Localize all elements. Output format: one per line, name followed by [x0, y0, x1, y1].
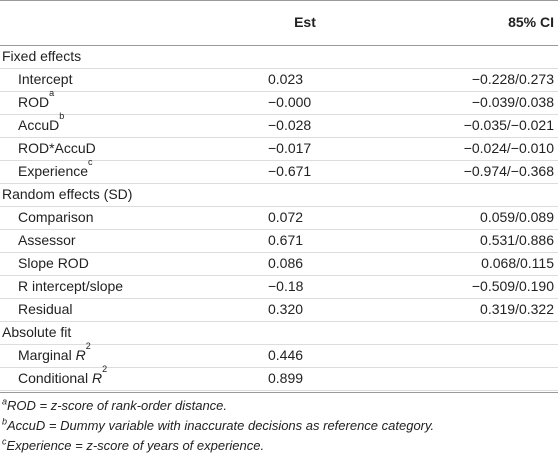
est-cell: 0.023 [268, 71, 304, 87]
label-text: Experience [18, 163, 89, 179]
ci-cell: 0.068/0.115 [481, 255, 554, 271]
label-text: Residual [18, 301, 73, 317]
label-sup: 2 [102, 364, 108, 375]
label-text: Marginal [18, 347, 72, 363]
header-cell: Est [294, 14, 316, 30]
data-row: Experiencec −0.671 −0.974/−0.368 [0, 157, 558, 184]
row-label: Conditional R2 [18, 364, 108, 390]
ci-cell: −0.039/0.038 [471, 94, 554, 110]
est-cell: 0.320 [268, 301, 304, 317]
label-text: Assessor [18, 232, 76, 248]
footnote-sup: a [2, 396, 8, 407]
footnote-sup: c [2, 436, 7, 447]
section-row: Fixed effects [0, 45, 558, 69]
row-label: RODa [18, 88, 55, 114]
label-text: R intercept/slope [18, 278, 124, 294]
label-italic: R [91, 370, 103, 386]
section-title: Absolute fit [2, 324, 72, 340]
footnote-text: AccuD = Dummy variable with inaccurate d… [7, 418, 435, 433]
header-row: Est 85% CI [0, 0, 558, 46]
data-row: Assessor 0.671 0.531/0.886 [0, 229, 558, 253]
row-label: R intercept/slope [18, 275, 123, 298]
data-row: RODa −0.000 −0.039/0.038 [0, 88, 558, 115]
data-row: ROD*AccuD −0.017 −0.024/−0.010 [0, 137, 558, 161]
label-text: Comparison [18, 209, 94, 225]
data-row: Marginal R2 0.446 [0, 341, 558, 368]
label-text: Slope ROD [18, 255, 89, 271]
bottom-rule [0, 392, 558, 393]
est-cell: −0.000 [268, 94, 312, 110]
est-cell: 0.671 [268, 232, 304, 248]
est-cell: −0.18 [268, 278, 304, 294]
row-label: AccuDb [18, 111, 65, 137]
footnote-text: Experience = z-score of years of experie… [6, 438, 265, 453]
label-text: Conditional [18, 370, 89, 386]
est-cell: −0.028 [268, 117, 312, 133]
ci-cell: −0.974/−0.368 [463, 163, 554, 179]
footnote: cExperience = z-score of years of experi… [2, 436, 265, 453]
footnote: bAccuD = Dummy variable with inaccurate … [2, 416, 435, 433]
ci-cell: 0.531/0.886 [480, 232, 554, 248]
row-label: Experiencec [18, 157, 93, 183]
est-cell: 0.072 [268, 209, 304, 225]
row-label: Assessor [18, 229, 76, 252]
section-title: Fixed effects [2, 48, 82, 64]
label-text: ROD [18, 94, 50, 110]
data-row: AccuDb −0.028 −0.035/−0.021 [0, 111, 558, 138]
footnote-sup: b [2, 416, 8, 427]
est-cell: 0.086 [268, 255, 304, 271]
label-sup: c [88, 157, 93, 168]
data-row: R intercept/slope −0.18 −0.509/0.190 [0, 275, 558, 299]
label-text: AccuD [18, 117, 60, 133]
footnote-text: ROD = z-score of rank-order distance. [7, 398, 228, 413]
ci-cell: −0.024/−0.010 [463, 140, 554, 156]
data-row: Slope ROD 0.086 0.068/0.115 [0, 252, 558, 276]
row-label: ROD*AccuD [18, 137, 96, 160]
data-row: Intercept 0.023 −0.228/0.273 [0, 68, 558, 92]
section-row: Random effects (SD) [0, 183, 558, 207]
data-row: Residual 0.320 0.319/0.322 [0, 298, 558, 322]
label-sup: a [49, 88, 55, 99]
ci-cell: 0.319/0.322 [480, 301, 554, 317]
est-cell: 0.446 [268, 347, 304, 363]
label-text: ROD*AccuD [18, 140, 96, 156]
section-title: Random effects (SD) [2, 186, 133, 202]
row-label: Comparison [18, 206, 93, 229]
row-label: Residual [18, 298, 72, 321]
data-row: Comparison 0.072 0.059/0.089 [0, 206, 558, 230]
label-sup: b [59, 111, 65, 122]
est-cell: −0.017 [268, 140, 312, 156]
label-sup: 2 [85, 341, 91, 352]
label-italic: R [75, 347, 86, 363]
ci-cell: 0.059/0.089 [480, 209, 554, 225]
row-label: Slope ROD [18, 252, 89, 275]
row-label: Intercept [18, 68, 72, 91]
ci-cell: −0.035/−0.021 [463, 117, 554, 133]
footnote: aROD = z-score of rank-order distance. [2, 396, 228, 413]
data-row: Conditional R2 0.899 [0, 364, 558, 391]
ci-cell: −0.228/0.273 [471, 71, 554, 87]
label-text: Intercept [18, 71, 73, 87]
section-row: Absolute fit [0, 321, 558, 345]
ci-cell: −0.509/0.190 [471, 278, 554, 294]
est-cell: −0.671 [268, 163, 312, 179]
row-label: Marginal R2 [18, 341, 91, 367]
header-cell: 85% CI [508, 14, 554, 30]
est-cell: 0.899 [268, 370, 304, 386]
